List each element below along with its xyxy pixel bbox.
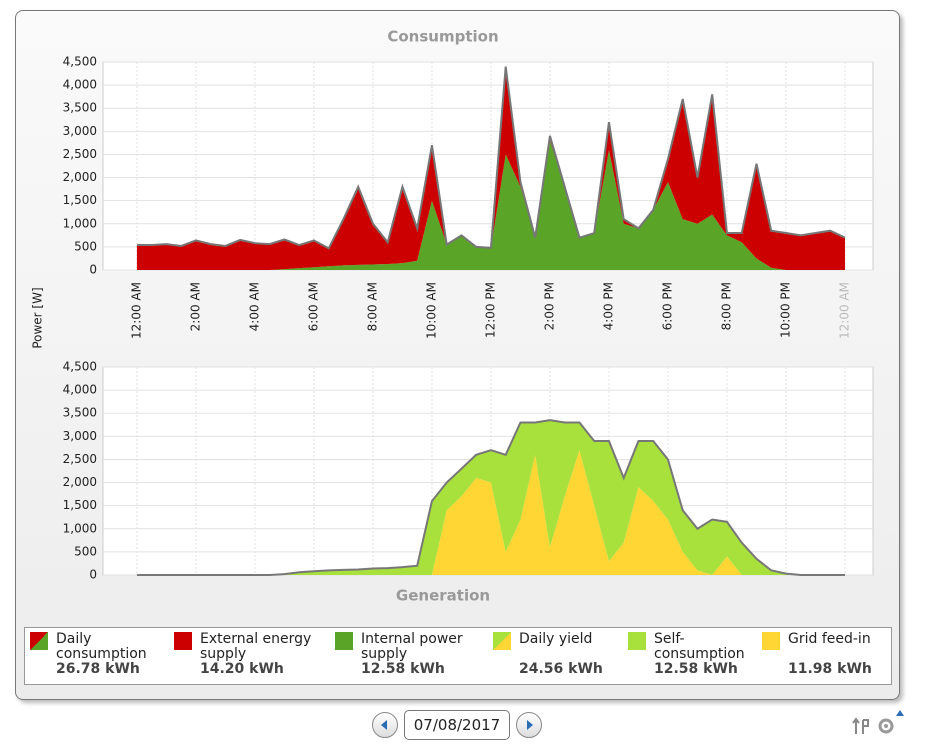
- y-tick-label: 2,000: [63, 475, 97, 489]
- x-tick-label: 10:00 AM: [424, 282, 438, 339]
- y-tick-label: 2,500: [63, 147, 97, 161]
- y-tick-label: 4,000: [63, 383, 97, 397]
- legend-label: Daily yield: [519, 631, 593, 647]
- area: [136, 140, 845, 270]
- y-tick-label: 0: [89, 568, 97, 582]
- legend-label: Internal power supply: [361, 631, 463, 662]
- total-outline: [136, 419, 845, 576]
- legend-text: Daily consumption 26.78 kWh: [56, 632, 174, 677]
- legend-swatch: [762, 632, 780, 650]
- legend-total: 24.56 kWh: [519, 661, 603, 677]
- y-axis-label: Power [W]: [31, 287, 45, 348]
- x-tick-label: 12:00 AM: [837, 282, 851, 339]
- legend-swatch: [335, 632, 353, 650]
- legend-swatch: [174, 632, 192, 650]
- x-tick-label: 2:00 PM: [542, 282, 556, 330]
- legend-text: Internal power supply 12.58 kWh: [361, 632, 479, 677]
- y-tick-label: 1,500: [63, 498, 97, 512]
- y-tick-label: 2,500: [63, 452, 97, 466]
- legend-total: 14.20 kWh: [200, 661, 284, 677]
- next-day-button[interactable]: [516, 712, 542, 738]
- legend-item: External energy supply 14.20 kWh: [174, 632, 318, 677]
- date-navigation: 07/08/2017: [372, 710, 542, 740]
- legend-label: External energy supply: [200, 631, 312, 662]
- y-tick-label: 3,000: [63, 429, 97, 443]
- x-tick-label: 10:00 PM: [778, 282, 792, 338]
- legend-label: Daily consumption: [56, 631, 147, 662]
- legend-total: 12.58 kWh: [361, 661, 445, 677]
- y-tick-label: 4,500: [63, 55, 97, 69]
- legend-total: 26.78 kWh: [56, 661, 140, 677]
- y-tick-label: 2,000: [63, 170, 97, 184]
- y-tick-label: 1,500: [63, 193, 97, 207]
- y-tick-label: 500: [74, 544, 97, 558]
- x-tick-label: 12:00 PM: [483, 282, 497, 338]
- previous-day-button[interactable]: [372, 712, 398, 738]
- legend-label: Self-consumption: [654, 631, 745, 662]
- legend-text: Daily yield 24.56 kWh: [519, 632, 637, 677]
- area: [136, 450, 845, 575]
- legend-item: Internal power supply 12.58 kWh: [335, 632, 479, 677]
- date-field[interactable]: 07/08/2017: [404, 710, 510, 740]
- legend-swatch: [493, 632, 511, 650]
- y-tick-label: 4,500: [63, 360, 97, 374]
- area: [136, 66, 845, 270]
- legend-total: 11.98 kWh: [788, 661, 872, 677]
- y-tick-label: 0: [89, 263, 97, 277]
- y-tick-label: 3,500: [63, 406, 97, 420]
- legend-label: Grid feed-in: [788, 631, 871, 647]
- legend-item: Self-consumption 12.58 kWh: [628, 632, 772, 677]
- x-tick-label: 4:00 AM: [247, 282, 261, 331]
- x-tick-label: 6:00 AM: [306, 282, 320, 331]
- legend-text: Self-consumption 12.58 kWh: [654, 632, 772, 677]
- legend-item: Grid feed-in 11.98 kWh: [762, 632, 906, 677]
- chart-title: Generation: [396, 587, 490, 605]
- legend-swatch: [30, 632, 48, 650]
- x-tick-label: 8:00 AM: [365, 282, 379, 331]
- x-tick-label: 8:00 PM: [719, 282, 733, 330]
- y-tick-label: 3,500: [63, 101, 97, 115]
- legend-text: Grid feed-in 11.98 kWh: [788, 632, 906, 677]
- legend-swatch: [628, 632, 646, 650]
- chart-title: Consumption: [387, 28, 498, 46]
- y-tick-label: 3,000: [63, 124, 97, 138]
- x-tick-label: 6:00 PM: [660, 282, 674, 330]
- legend-item: Daily consumption 26.78 kWh: [30, 632, 174, 677]
- y-tick-label: 500: [74, 239, 97, 253]
- y-tick-label: 4,000: [63, 78, 97, 92]
- x-tick-label: 12:00 AM: [129, 282, 143, 339]
- y-tick-label: 1,000: [63, 216, 97, 230]
- y-tick-label: 1,000: [63, 521, 97, 535]
- total-outline: [136, 66, 846, 250]
- legend-total: 12.58 kWh: [654, 661, 738, 677]
- legend-item: Daily yield 24.56 kWh: [493, 632, 637, 677]
- legend-text: External energy supply 14.20 kWh: [200, 632, 318, 677]
- x-tick-label: 2:00 AM: [188, 282, 202, 331]
- legend: Daily consumption 26.78 kWh External energ…: [24, 627, 892, 685]
- toolbar-icons[interactable]: [850, 708, 910, 738]
- x-tick-label: 4:00 PM: [601, 282, 615, 330]
